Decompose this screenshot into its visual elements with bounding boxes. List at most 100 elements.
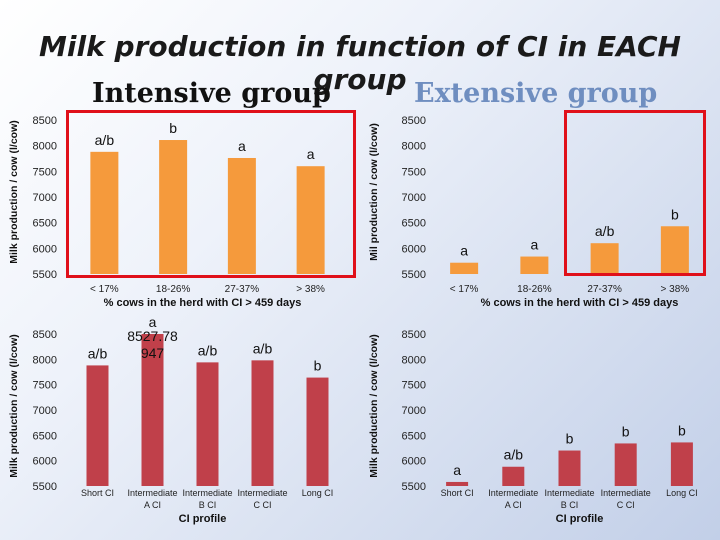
bar [227, 157, 256, 274]
bar [614, 443, 637, 486]
y-tick-label: 6000 [33, 243, 57, 255]
x-tick-label: Intermediate C CI [601, 488, 651, 510]
y-tick-label: 8000 [33, 141, 57, 153]
x-tick-label: Intermediate C CI [237, 488, 287, 510]
y-tick-label: 6500 [402, 218, 426, 230]
y-tick-label: 6500 [33, 430, 57, 442]
y-tick-label: 6500 [33, 218, 57, 230]
bar [520, 256, 549, 274]
bar [446, 481, 469, 486]
bar-annotation: b [314, 358, 322, 374]
bar [450, 262, 479, 274]
bar [558, 450, 581, 486]
x-tick-label: Long CI [302, 488, 334, 498]
intensive-highlight-box [66, 110, 356, 278]
x-tick-label: < 17% [450, 284, 479, 295]
y-tick-label: 6000 [402, 456, 426, 468]
bar-annotation: a [530, 237, 538, 253]
extensive-pct-chart: 5500 6000 6500 7000 7500 8000 8500 Mil producti… [368, 115, 690, 309]
bar-annotation: a [149, 314, 157, 330]
y-tick-label: 6000 [402, 243, 426, 255]
bar-annotation: b [566, 431, 574, 447]
bar [502, 466, 525, 486]
x-tick-label: 27-37% [225, 284, 260, 295]
bar-annotation: a/b [198, 342, 218, 358]
x-tick-label: 18-26% [156, 284, 191, 295]
x-tick-label: < 17% [90, 284, 119, 295]
bar [306, 377, 329, 486]
x-tick-label: 18-26% [517, 284, 552, 295]
bar [196, 362, 219, 486]
y-tick-label: 5500 [33, 481, 57, 493]
intensive-profile-chart: 5500 6000 6500 7000 7500 8000 8500 Milk product… [8, 314, 334, 525]
bar-annotation: b [671, 206, 679, 222]
bar-annotation: a [238, 138, 246, 154]
intensive-group-title: Intensive group [92, 78, 331, 109]
y-axis-label: Milk production / cow (l/cow) [8, 120, 20, 264]
bar [159, 140, 188, 274]
y-tick-label: 7000 [33, 405, 57, 417]
bar [141, 334, 164, 486]
bar-annotation: a [460, 243, 468, 259]
y-axis-label: Milk production / cow (l/cow) [368, 334, 380, 478]
y-tick-label: 8000 [402, 141, 426, 153]
bar [86, 365, 109, 486]
x-tick-label: Long CI [666, 488, 698, 498]
x-tick-label: Short CI [441, 488, 474, 498]
bar [251, 360, 274, 486]
y-tick-label: 7500 [33, 380, 57, 392]
bar [590, 243, 619, 274]
y-tick-label: 7000 [402, 192, 426, 204]
bar-annotation: b [622, 423, 630, 439]
x-tick-label: Intermediate A CI [488, 488, 538, 510]
y-tick-label: 7500 [402, 166, 426, 178]
bar [90, 151, 119, 274]
bar-annotation: a [307, 146, 315, 162]
bar-annotation: a/b [88, 345, 108, 361]
y-tick-label: 6000 [33, 456, 57, 468]
bar-annotation: b [678, 422, 686, 438]
y-tick-label: 8500 [402, 329, 426, 341]
page-title: Milk production in function of CI in EAC… [39, 30, 681, 96]
y-tick-label: 8500 [33, 329, 57, 341]
y-tick-label: 8000 [33, 354, 57, 366]
extensive-group-title: Extensive group [414, 78, 658, 109]
x-tick-label: > 38% [661, 284, 690, 295]
x-tick-label: Short CI [81, 488, 114, 498]
intensive-pct-chart: 5500 6000 6500 7000 7500 8000 8500 Milk product… [8, 115, 325, 309]
y-tick-label: 7000 [402, 405, 426, 417]
y-tick-label: 5500 [402, 481, 426, 493]
extensive-profile-chart: 5500 6000 6500 7000 7500 8000 8500 Milk product… [368, 329, 698, 525]
bar-annotation: a/b [95, 132, 115, 148]
y-axis-label: Milk production / cow (l/cow) [8, 334, 20, 478]
bar-annotation: a [453, 462, 461, 478]
x-tick-label: Intermediate A CI [127, 488, 177, 510]
x-tick-label: Intermediate B CI [544, 488, 594, 510]
y-tick-label: 8500 [33, 115, 57, 127]
bar [296, 166, 325, 274]
bar-data-label: 8527.78 947 [127, 328, 178, 361]
y-tick-label: 7000 [33, 192, 57, 204]
y-tick-label: 7500 [33, 166, 57, 178]
bar-annotation: a/b [504, 447, 524, 463]
x-axis-label: CI profile [556, 513, 604, 525]
x-axis-label: % cows in the herd with CI > 459 days [481, 297, 679, 309]
y-tick-label: 8000 [402, 354, 426, 366]
x-axis-label: CI profile [179, 513, 227, 525]
y-tick-label: 5500 [402, 269, 426, 281]
bar [660, 226, 689, 274]
x-tick-label: Intermediate B CI [182, 488, 232, 510]
x-tick-label: > 38% [296, 284, 325, 295]
y-tick-label: 6500 [402, 430, 426, 442]
bar-annotation: a/b [253, 340, 273, 356]
bar-annotation: a/b [595, 223, 615, 239]
y-tick-label: 5500 [33, 269, 57, 281]
y-tick-label: 8500 [402, 115, 426, 127]
bar [670, 442, 693, 486]
y-axis-label: Mil production / cow (l/cow) [368, 123, 380, 261]
extensive-highlight-box [564, 110, 706, 276]
x-axis-label: % cows in the herd with CI > 459 days [104, 297, 302, 309]
x-tick-label: 27-37% [587, 284, 622, 295]
y-tick-label: 7500 [402, 380, 426, 392]
bar-annotation: b [169, 120, 177, 136]
